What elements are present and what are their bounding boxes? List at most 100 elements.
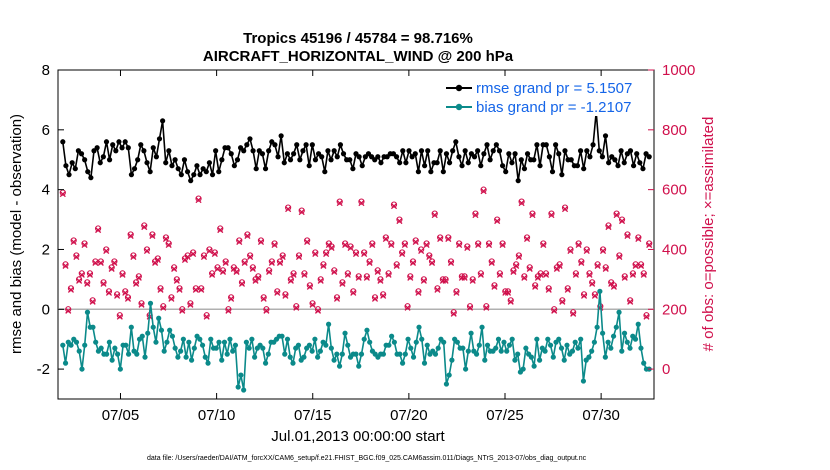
rmse-point: [475, 148, 481, 154]
possible-obs-marker: [344, 270, 351, 277]
rmse-point: [412, 151, 418, 157]
bias-point: [238, 372, 244, 378]
rmse-point: [596, 148, 602, 154]
rmse-point: [231, 163, 237, 169]
rmse-point: [138, 142, 144, 148]
bias-point: [408, 345, 414, 351]
assimilated-obs-marker: [339, 280, 346, 287]
assimilated-obs-marker: [76, 277, 83, 284]
assimilated-obs-marker: [187, 301, 194, 308]
assimilated-obs-marker: [635, 235, 642, 243]
assimilated-obs-marker: [453, 289, 460, 296]
assimilated-obs-marker: [643, 313, 650, 320]
possible-obs-marker: [442, 276, 449, 283]
possible-obs-marker: [241, 258, 248, 265]
assimilated-obs-marker: [282, 292, 289, 299]
bias-point: [60, 342, 66, 348]
possible-obs-marker: [464, 243, 471, 250]
possible-obs-marker: [89, 297, 96, 304]
assimilated-obs-marker: [518, 200, 525, 207]
bias-point: [188, 357, 195, 363]
rmse-point: [422, 163, 428, 169]
rmse-point: [284, 151, 290, 157]
bias-point: [230, 348, 236, 354]
assimilated-obs-marker: [426, 253, 433, 260]
possible-obs-marker: [279, 252, 286, 259]
bias-point: [473, 351, 480, 357]
possible-obs-marker: [551, 306, 558, 313]
possible-obs-marker: [211, 249, 218, 256]
assimilated-obs-marker: [103, 247, 110, 255]
assimilated-obs-marker: [624, 232, 631, 240]
bias-point: [295, 342, 302, 348]
possible-obs-marker: [162, 234, 170, 241]
rmse-point: [446, 160, 453, 166]
possible-obs-marker: [127, 231, 134, 238]
rmse-point: [574, 163, 581, 169]
possible-obs-marker: [426, 252, 433, 259]
possible-obs-marker: [268, 258, 275, 265]
possible-obs-marker: [374, 267, 381, 274]
rmse-point: [72, 166, 78, 172]
assimilated-obs-marker: [130, 253, 137, 260]
left-tick-label: 2: [42, 241, 50, 258]
assimilated-obs-marker: [301, 271, 308, 278]
rmse-point: [549, 169, 556, 175]
x-axis: 07/05 07/10 07/15 07/20 07/25 07/30: [102, 70, 620, 424]
bias-point: [600, 330, 606, 336]
legend-rmse-marker: [455, 84, 463, 92]
possible-obs-marker: [637, 261, 645, 268]
possible-obs-marker: [266, 267, 273, 274]
bias-point: [221, 339, 228, 345]
possible-obs-marker: [333, 294, 341, 301]
possible-obs-marker: [358, 198, 365, 205]
rmse-point: [106, 157, 113, 163]
assimilated-obs-marker: [298, 209, 305, 216]
rmse-point: [630, 163, 637, 169]
assimilated-obs-marker: [105, 289, 113, 296]
rmse-point: [262, 166, 269, 172]
rmse-point: [490, 148, 496, 154]
rmse-point: [250, 148, 256, 154]
bias-point: [545, 336, 551, 342]
assimilated-obs-marker: [415, 289, 422, 296]
assimilated-obs-marker: [119, 271, 126, 278]
rmse-point: [587, 154, 593, 160]
assimilated-obs-marker: [420, 277, 427, 284]
bias-point: [232, 342, 239, 348]
bias-point: [589, 348, 595, 354]
bias-point: [421, 360, 428, 366]
possible-obs-marker: [209, 270, 216, 277]
assimilated-obs-marker: [122, 289, 129, 296]
rmse-point: [209, 172, 216, 178]
bias-point: [235, 384, 241, 390]
rmse-point: [135, 157, 141, 163]
possible-obs-marker: [605, 222, 612, 229]
x-tick-label: 07/20: [390, 407, 428, 424]
bias-point: [76, 348, 82, 354]
right-tick-label: 800: [662, 122, 687, 139]
data-file-footnote: data file: /Users/raeder/DAI/ATM_forcXX/…: [147, 455, 587, 462]
possible-obs-marker: [447, 258, 455, 265]
rmse-point: [247, 136, 253, 142]
rmse-point: [244, 142, 250, 148]
assimilated-obs-marker: [461, 274, 468, 281]
possible-obs-marker: [336, 198, 343, 205]
bias-point: [241, 387, 247, 393]
assimilated-obs-marker: [111, 259, 118, 266]
possible-obs-marker: [306, 282, 313, 289]
rmse-point: [425, 148, 431, 154]
assimilated-obs-marker: [173, 277, 180, 284]
rmse-point: [646, 154, 652, 160]
assimilated-obs-marker: [485, 241, 493, 249]
assimilated-obs-marker: [442, 277, 449, 284]
bias-point: [183, 354, 189, 360]
right-y-axis-label: # of obs: o=possible; ×=assimilated: [700, 117, 717, 352]
possible-obs-marker: [589, 279, 596, 286]
possible-obs-marker: [309, 300, 316, 307]
possible-obs-marker: [149, 231, 156, 238]
rmse-point: [128, 172, 135, 178]
rmse-point: [484, 142, 490, 148]
bias-point: [252, 354, 258, 360]
rmse-point: [331, 148, 337, 154]
